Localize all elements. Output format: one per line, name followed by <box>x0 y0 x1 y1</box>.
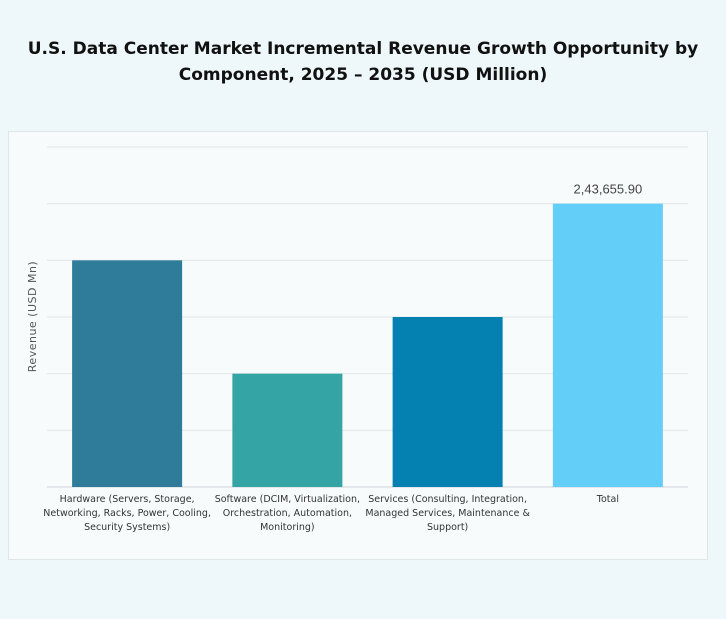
y-axis-label: Revenue (USD Mn) <box>26 260 40 373</box>
title-line-1: U.S. Data Center Market Incremental Reve… <box>27 39 699 59</box>
x-tick-label: Total <box>596 494 619 505</box>
chart-title: U.S. Data Center Market Incremental Reve… <box>0 36 726 88</box>
bar-2 <box>392 316 503 487</box>
x-tick-label: Hardware (Servers, Storage, Networking, … <box>43 494 211 533</box>
bar-0 <box>72 260 183 487</box>
x-tick-label: Services (Consulting, Integration, Manag… <box>365 494 530 533</box>
bar-3 <box>552 203 663 487</box>
title-line-2: Component, 2025 – 2035 (USD Million) <box>178 65 548 85</box>
data-label: 2,43,655.90 <box>574 182 643 197</box>
bar-1 <box>232 373 343 487</box>
x-tick-label: Software (DCIM, Virtualization, Orchestr… <box>214 494 361 533</box>
